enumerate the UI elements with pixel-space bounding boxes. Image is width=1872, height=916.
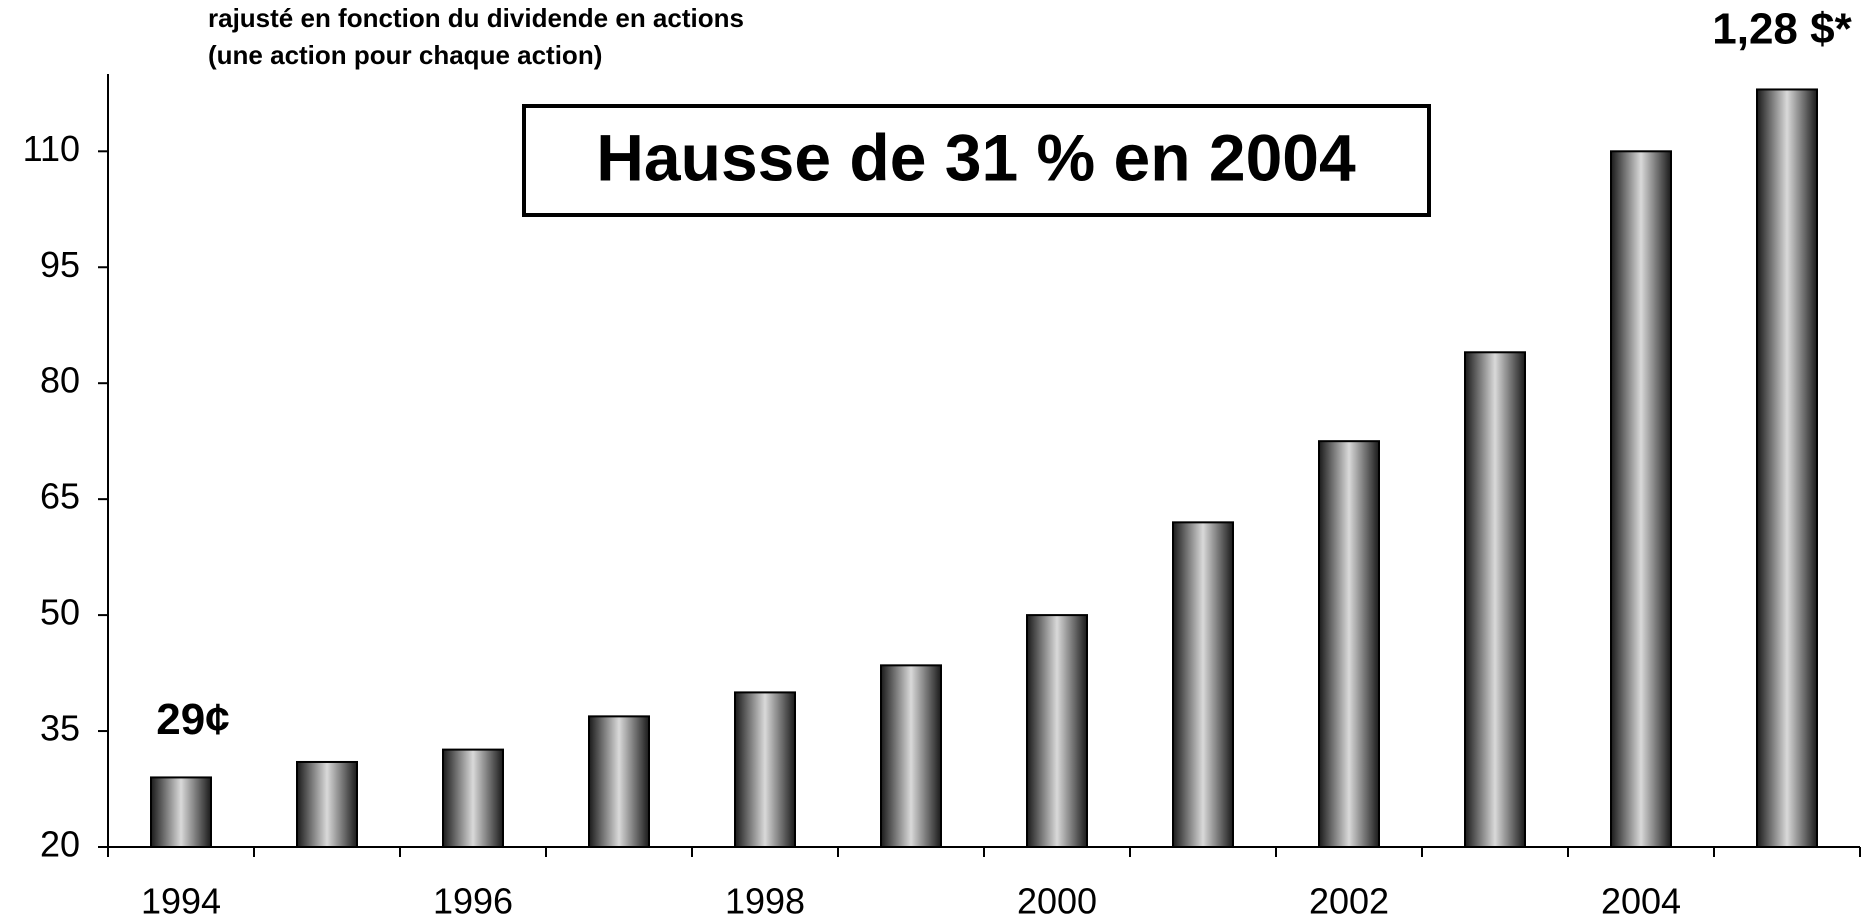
- annotation: 29¢: [156, 695, 229, 744]
- bar: [1318, 440, 1380, 848]
- x-tick-label: 1998: [725, 881, 805, 916]
- y-tick-label: 50: [40, 592, 80, 633]
- x-tick-label: 1994: [141, 881, 221, 916]
- bar: [1756, 88, 1818, 848]
- bar: [588, 715, 650, 848]
- bar: [296, 760, 358, 848]
- bar: [1464, 351, 1526, 848]
- subtitle-line: (une action pour chaque action): [208, 40, 602, 70]
- x-tick-label: 1996: [433, 881, 513, 916]
- subtitle-line: rajusté en fonction du dividende en acti…: [208, 3, 744, 33]
- headline-box: [522, 104, 1431, 217]
- x-tick-label: 2004: [1601, 881, 1681, 916]
- y-tick-label: 20: [40, 824, 80, 865]
- bar: [880, 664, 942, 848]
- y-tick-label: 80: [40, 360, 80, 401]
- x-tick-label: 2002: [1309, 881, 1389, 916]
- annotation: 1,28 $*: [1712, 5, 1852, 54]
- bar: [1172, 521, 1234, 849]
- y-tick-label: 110: [23, 128, 80, 169]
- x-tick-label: 2000: [1017, 881, 1097, 916]
- bar: [1610, 150, 1672, 849]
- y-tick-label: 95: [40, 244, 80, 285]
- bar: [442, 748, 504, 848]
- y-tick-label: 35: [40, 708, 80, 749]
- bar: [150, 776, 212, 848]
- bar: [1026, 614, 1088, 848]
- y-tick-label: 65: [40, 476, 80, 517]
- bar: [734, 691, 796, 849]
- headline: Hausse de 31 % en 2004: [596, 120, 1356, 194]
